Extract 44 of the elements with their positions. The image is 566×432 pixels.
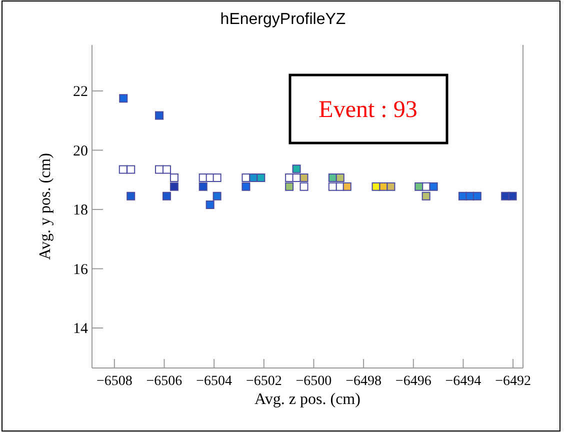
point (429, 182, 438, 191)
point (422, 192, 430, 200)
point (256, 174, 266, 182)
point (292, 164, 301, 174)
point (119, 94, 128, 103)
x-tick-label: −6500 (296, 374, 332, 389)
y-tick-label: 18 (73, 202, 88, 219)
point (162, 192, 171, 200)
point (126, 192, 136, 200)
annotation: Event : 93 (318, 97, 418, 123)
point (508, 192, 517, 200)
x-tick-label: −6496 (395, 374, 432, 389)
point (212, 192, 222, 200)
x-tick-label: −6502 (246, 374, 282, 389)
point (242, 182, 250, 191)
point (300, 174, 308, 182)
y-tick-label: 16 (73, 262, 88, 278)
point (342, 182, 352, 191)
point (386, 182, 396, 191)
x-tick-label: −6498 (346, 374, 382, 389)
x-tick-label: −6494 (445, 374, 482, 389)
y-tick-label: 22 (73, 84, 88, 100)
y-tick-label: 20 (73, 143, 88, 160)
point (285, 182, 294, 191)
point (170, 182, 178, 191)
point (212, 174, 222, 182)
x-tick-label: −6504 (196, 374, 232, 389)
y-axis-title: Avg. y pos. (cm) (37, 153, 54, 260)
point (126, 165, 136, 174)
y-tick-label: 14 (73, 321, 88, 338)
x-tick-label: −6492 (495, 374, 531, 389)
point (336, 174, 344, 182)
point (414, 182, 424, 191)
point (198, 182, 208, 191)
x-tick-label: −6506 (146, 374, 182, 389)
x-axis-title: Avg. z pos. (cm) (254, 391, 360, 408)
point (472, 192, 482, 200)
point (300, 182, 308, 191)
chart-title: hEnergyProfileYZ (220, 11, 346, 28)
point (206, 200, 214, 209)
x-tick-label: −6508 (96, 374, 132, 389)
point (170, 174, 178, 182)
point (162, 165, 171, 174)
point (155, 111, 164, 120)
